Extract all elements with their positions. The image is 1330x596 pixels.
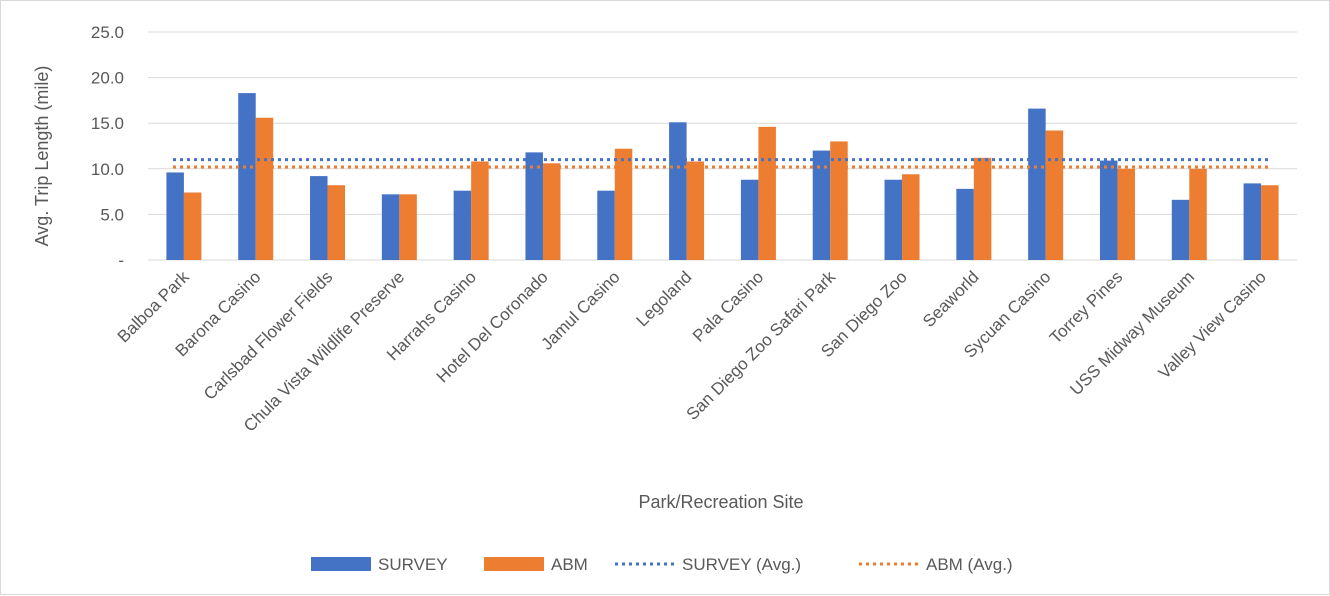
legend-label-abm: ABM: [551, 555, 588, 574]
abm-bar: [1189, 168, 1207, 260]
abm-bar: [183, 192, 202, 260]
x-tick-label: Carlsbad Flower Fields: [200, 267, 336, 403]
survey-bar: [381, 194, 400, 260]
y-tick-label: 10.0: [91, 160, 124, 179]
x-tick-label: USS Midway Museum: [1066, 267, 1198, 399]
y-tick-label: -: [118, 251, 124, 270]
survey-bar: [1171, 199, 1190, 260]
survey-bar: [1028, 108, 1046, 260]
x-tick-label: Legoland: [633, 267, 696, 330]
x-tick-label: Torrey Pines: [1046, 267, 1126, 347]
y-tick-label: 25.0: [91, 23, 124, 42]
abm-bar: [1045, 130, 1064, 260]
abm-bar: [255, 117, 274, 260]
x-tick-label: Seaworld: [919, 267, 983, 331]
survey-bar: [310, 176, 328, 260]
survey-bar: [812, 150, 831, 260]
survey-bar: [956, 188, 974, 260]
x-tick-label: San Diego Zoo Safari Park: [683, 267, 840, 424]
legend: SURVEY ABM SURVEY (Avg.) ABM (Avg.): [311, 555, 1013, 574]
survey-bar: [740, 179, 759, 260]
abm-bar: [973, 157, 992, 260]
abm-bar: [399, 194, 417, 260]
y-tick-label: 5.0: [100, 205, 124, 224]
abm-bar: [327, 185, 346, 260]
survey-bar: [525, 152, 543, 260]
survey-bar: [453, 190, 472, 260]
x-axis-title: Park/Recreation Site: [638, 492, 803, 512]
legend-label-survey-avg: SURVEY (Avg.): [682, 555, 801, 574]
legend-label-abm-avg: ABM (Avg.): [926, 555, 1013, 574]
abm-bar: [686, 161, 705, 260]
survey-bar: [884, 179, 903, 260]
abm-bar: [1261, 185, 1279, 260]
x-tick-label: Pala Casino: [689, 267, 767, 345]
abm-bar: [614, 148, 633, 260]
survey-bar: [1243, 183, 1262, 260]
bars: [166, 93, 1279, 261]
survey-bar: [1099, 160, 1118, 260]
x-tick-label: Balboa Park: [114, 267, 193, 346]
abm-bar: [902, 174, 920, 260]
legend-swatch-survey: [311, 557, 371, 571]
y-tick-label: 15.0: [91, 114, 124, 133]
survey-bar: [597, 190, 615, 260]
survey-bar: [238, 93, 256, 260]
abm-bar: [542, 163, 561, 260]
y-axis-ticks: - 5.0 10.0 15.0 20.0 25.0: [91, 23, 124, 270]
legend-label-survey: SURVEY: [378, 555, 448, 574]
survey-bar: [166, 172, 184, 260]
legend-swatch-abm: [484, 557, 544, 571]
y-tick-label: 20.0: [91, 69, 124, 88]
abm-bar: [830, 141, 848, 260]
average-lines: [173, 158, 1272, 169]
y-axis-title: Avg. Trip Length (mile): [32, 66, 52, 247]
abm-bar: [1117, 168, 1135, 260]
survey-bar: [669, 122, 687, 261]
abm-bar: [471, 161, 489, 260]
abm-bar: [758, 126, 776, 261]
